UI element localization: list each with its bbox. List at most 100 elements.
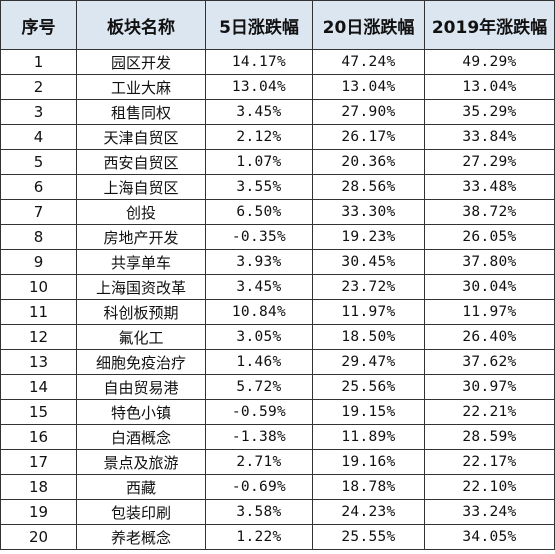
cell-20day-change: 25.56% xyxy=(312,374,425,400)
cell-2019-change: 34.05% xyxy=(424,524,555,550)
cell-sector-name: 细胞免疫治疗 xyxy=(76,349,206,375)
cell-20day-change: 27.90% xyxy=(312,99,425,125)
cell-index: 10 xyxy=(0,274,77,300)
table-header-row: 序号 板块名称 5日涨跌幅 20日涨跌幅 2019年涨跌幅 xyxy=(0,0,555,50)
cell-2019-change: 22.21% xyxy=(424,399,555,425)
cell-index: 6 xyxy=(0,174,77,200)
cell-index: 17 xyxy=(0,449,77,475)
table-row: 17 景点及旅游 2.71% 19.16% 22.17% xyxy=(0,449,555,475)
cell-20day-change: 47.24% xyxy=(312,49,425,75)
cell-5day-change: 10.84% xyxy=(205,299,313,325)
header-5day-change: 5日涨跌幅 xyxy=(205,0,313,50)
cell-index: 13 xyxy=(0,349,77,375)
cell-sector-name: 西藏 xyxy=(76,474,206,500)
cell-2019-change: 33.48% xyxy=(424,174,555,200)
table-row: 19 包装印刷 3.58% 24.23% 33.24% xyxy=(0,499,555,525)
table-row: 5 西安自贸区 1.07% 20.36% 27.29% xyxy=(0,149,555,175)
cell-2019-change: 30.97% xyxy=(424,374,555,400)
cell-2019-change: 26.05% xyxy=(424,224,555,250)
cell-5day-change: -0.59% xyxy=(205,399,313,425)
cell-index: 16 xyxy=(0,424,77,450)
cell-2019-change: 28.59% xyxy=(424,424,555,450)
cell-sector-name: 自由贸易港 xyxy=(76,374,206,400)
cell-2019-change: 11.97% xyxy=(424,299,555,325)
table-row: 3 租售同权 3.45% 27.90% 35.29% xyxy=(0,99,555,125)
table-row: 1 园区开发 14.17% 47.24% 49.29% xyxy=(0,49,555,75)
cell-20day-change: 11.97% xyxy=(312,299,425,325)
cell-sector-name: 房地产开发 xyxy=(76,224,206,250)
cell-5day-change: 2.12% xyxy=(205,124,313,150)
table-row: 6 上海自贸区 3.55% 28.56% 33.48% xyxy=(0,174,555,200)
cell-index: 1 xyxy=(0,49,77,75)
cell-20day-change: 19.16% xyxy=(312,449,425,475)
cell-5day-change: 1.07% xyxy=(205,149,313,175)
cell-5day-change: 6.50% xyxy=(205,199,313,225)
cell-sector-name: 共享单车 xyxy=(76,249,206,275)
cell-20day-change: 30.45% xyxy=(312,249,425,275)
cell-index: 12 xyxy=(0,324,77,350)
cell-2019-change: 27.29% xyxy=(424,149,555,175)
cell-index: 4 xyxy=(0,124,77,150)
cell-sector-name: 园区开发 xyxy=(76,49,206,75)
cell-5day-change: -1.38% xyxy=(205,424,313,450)
cell-sector-name: 科创板预期 xyxy=(76,299,206,325)
cell-2019-change: 33.84% xyxy=(424,124,555,150)
cell-20day-change: 24.23% xyxy=(312,499,425,525)
cell-2019-change: 38.72% xyxy=(424,199,555,225)
cell-2019-change: 35.29% xyxy=(424,99,555,125)
cell-5day-change: 3.45% xyxy=(205,99,313,125)
cell-sector-name: 上海国资改革 xyxy=(76,274,206,300)
cell-2019-change: 33.24% xyxy=(424,499,555,525)
cell-5day-change: 3.45% xyxy=(205,274,313,300)
cell-sector-name: 上海自贸区 xyxy=(76,174,206,200)
cell-20day-change: 20.36% xyxy=(312,149,425,175)
cell-5day-change: 5.72% xyxy=(205,374,313,400)
cell-5day-change: 3.58% xyxy=(205,499,313,525)
cell-sector-name: 西安自贸区 xyxy=(76,149,206,175)
cell-sector-name: 氟化工 xyxy=(76,324,206,350)
cell-sector-name: 工业大麻 xyxy=(76,74,206,100)
cell-index: 9 xyxy=(0,249,77,275)
table-row: 18 西藏 -0.69% 18.78% 22.10% xyxy=(0,474,555,500)
cell-index: 20 xyxy=(0,524,77,550)
cell-index: 18 xyxy=(0,474,77,500)
table-row: 20 养老概念 1.22% 25.55% 34.05% xyxy=(0,524,555,550)
header-2019-change: 2019年涨跌幅 xyxy=(424,0,555,50)
cell-20day-change: 11.89% xyxy=(312,424,425,450)
cell-5day-change: 13.04% xyxy=(205,74,313,100)
cell-20day-change: 33.30% xyxy=(312,199,425,225)
table-row: 8 房地产开发 -0.35% 19.23% 26.05% xyxy=(0,224,555,250)
cell-5day-change: -0.35% xyxy=(205,224,313,250)
cell-sector-name: 包装印刷 xyxy=(76,499,206,525)
cell-index: 14 xyxy=(0,374,77,400)
table-row: 12 氟化工 3.05% 18.50% 26.40% xyxy=(0,324,555,350)
cell-index: 7 xyxy=(0,199,77,225)
cell-2019-change: 26.40% xyxy=(424,324,555,350)
cell-20day-change: 19.23% xyxy=(312,224,425,250)
header-sector-name: 板块名称 xyxy=(76,0,206,50)
cell-20day-change: 18.78% xyxy=(312,474,425,500)
cell-index: 11 xyxy=(0,299,77,325)
cell-index: 8 xyxy=(0,224,77,250)
table-row: 10 上海国资改革 3.45% 23.72% 30.04% xyxy=(0,274,555,300)
table-row: 16 白酒概念 -1.38% 11.89% 28.59% xyxy=(0,424,555,450)
cell-20day-change: 28.56% xyxy=(312,174,425,200)
cell-index: 19 xyxy=(0,499,77,525)
table-row: 14 自由贸易港 5.72% 25.56% 30.97% xyxy=(0,374,555,400)
table-row: 15 特色小镇 -0.59% 19.15% 22.21% xyxy=(0,399,555,425)
cell-20day-change: 23.72% xyxy=(312,274,425,300)
cell-2019-change: 49.29% xyxy=(424,49,555,75)
cell-20day-change: 19.15% xyxy=(312,399,425,425)
cell-sector-name: 天津自贸区 xyxy=(76,124,206,150)
table-row: 11 科创板预期 10.84% 11.97% 11.97% xyxy=(0,299,555,325)
header-index: 序号 xyxy=(0,0,77,50)
cell-index: 2 xyxy=(0,74,77,100)
cell-5day-change: 3.55% xyxy=(205,174,313,200)
table-row: 2 工业大麻 13.04% 13.04% 13.04% xyxy=(0,74,555,100)
cell-20day-change: 26.17% xyxy=(312,124,425,150)
cell-index: 5 xyxy=(0,149,77,175)
cell-2019-change: 22.10% xyxy=(424,474,555,500)
cell-2019-change: 22.17% xyxy=(424,449,555,475)
header-20day-change: 20日涨跌幅 xyxy=(312,0,425,50)
cell-index: 3 xyxy=(0,99,77,125)
